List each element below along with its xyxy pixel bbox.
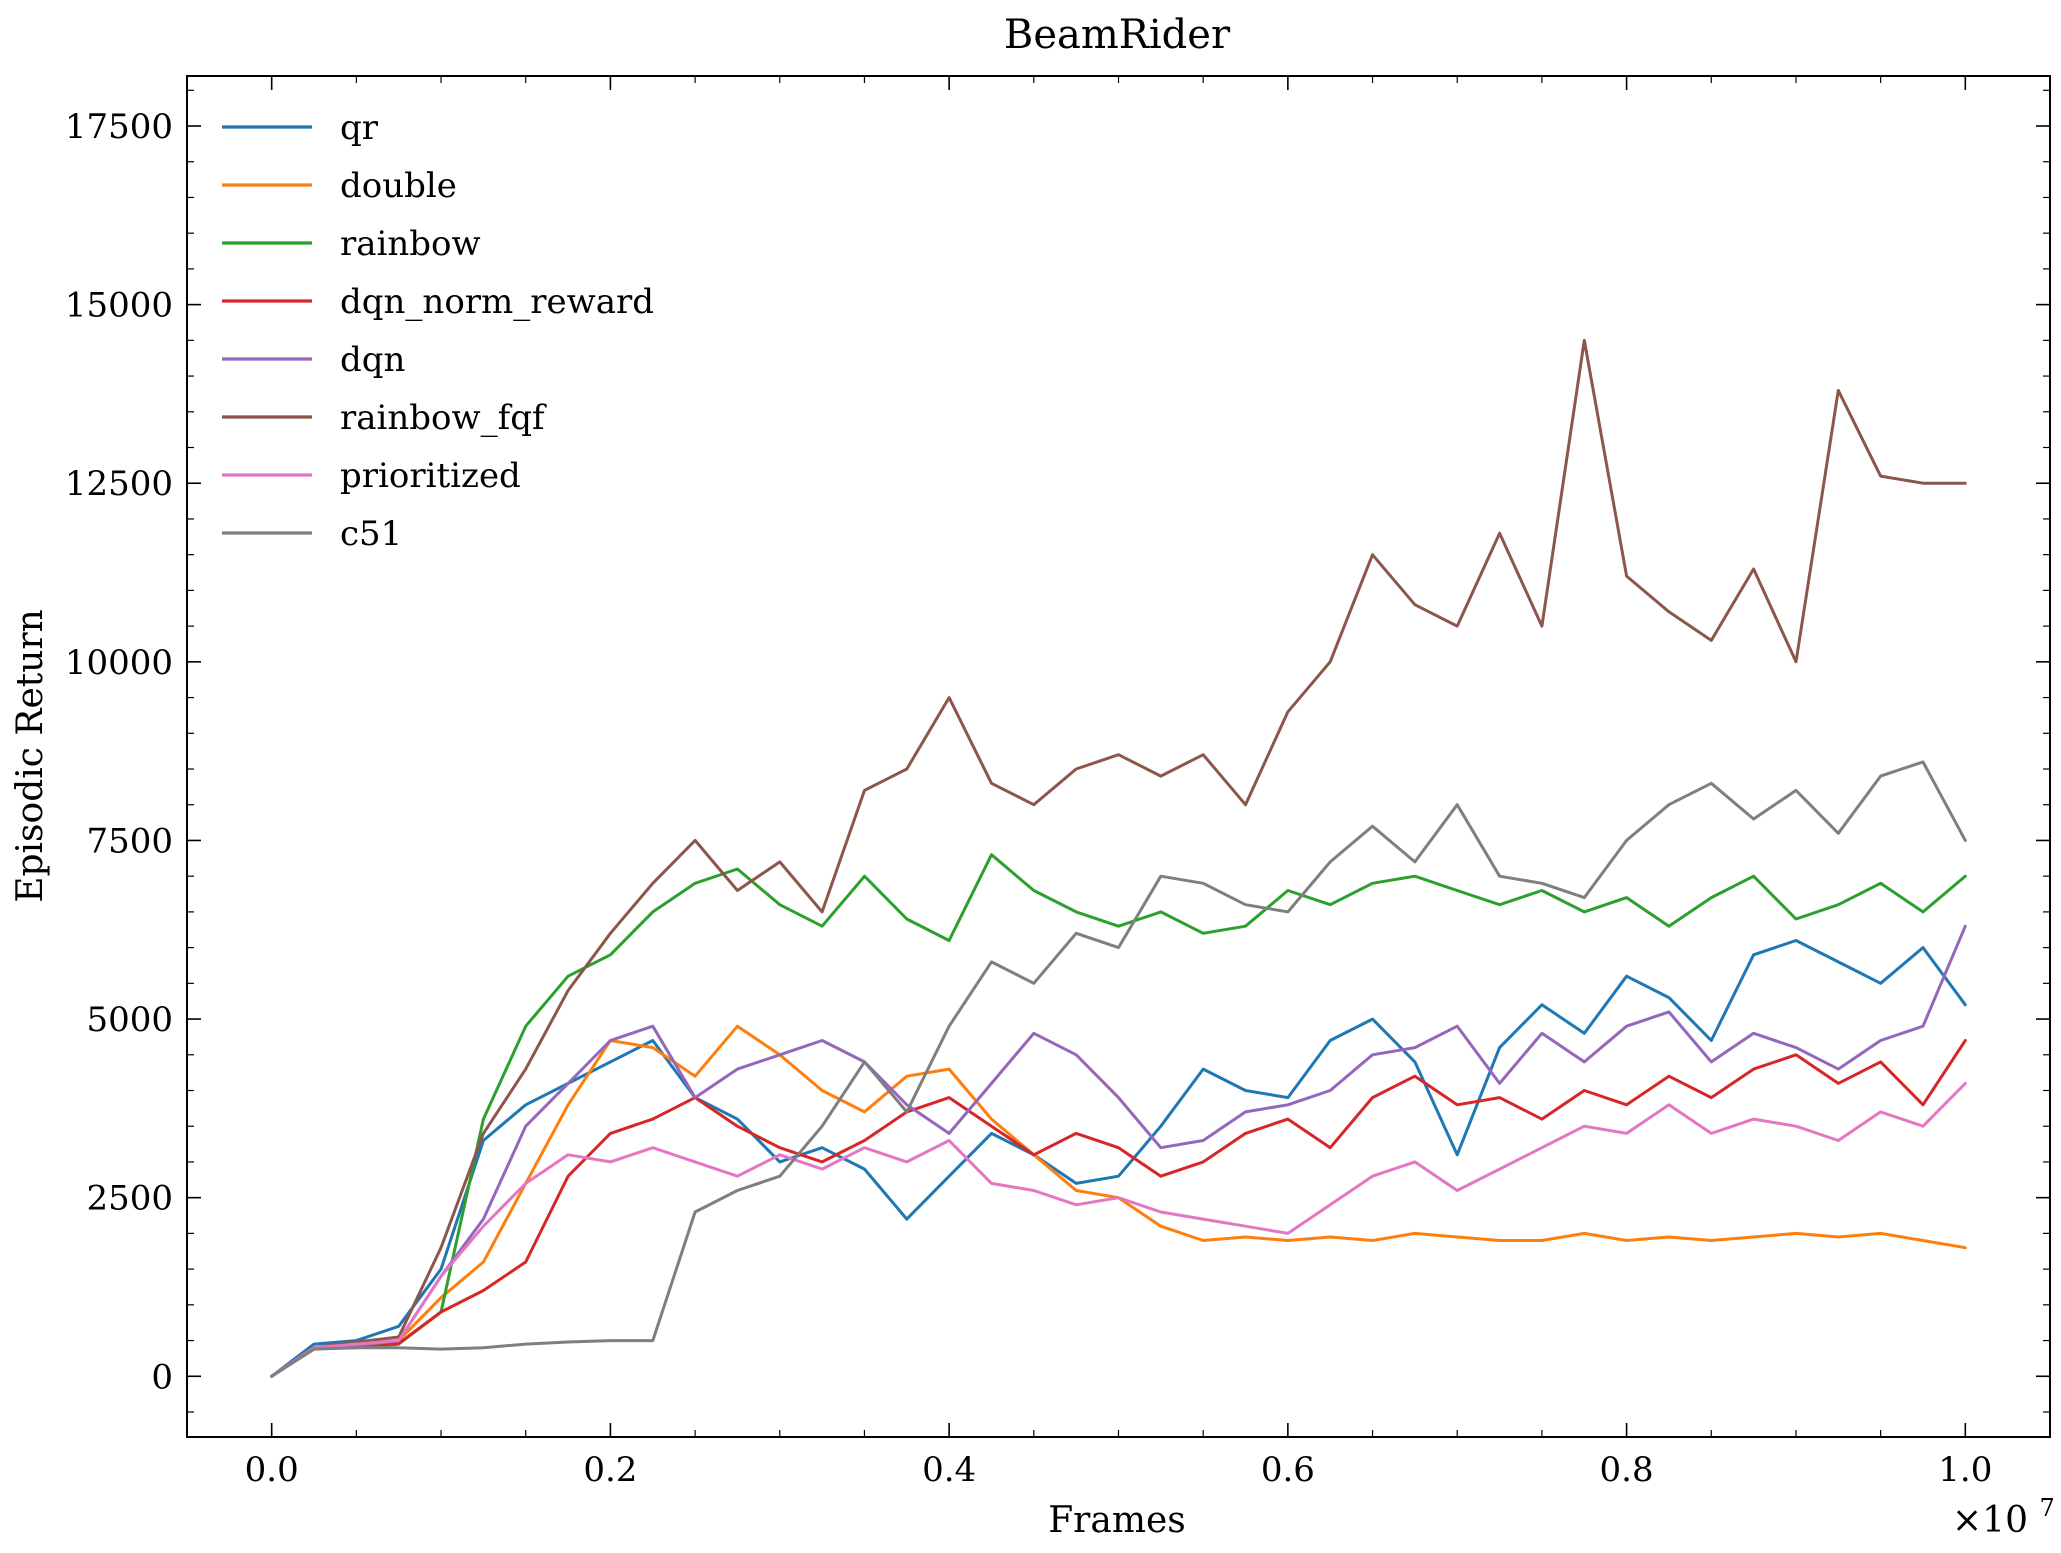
series-line-prioritized [270,1081,1967,1378]
legend-label-prioritized: prioritized [340,456,521,496]
legend-label-c51: c51 [340,514,402,554]
y-tick-label: 12500 [65,464,173,504]
x-axis-label: Frames [1048,1500,1186,1541]
legend-label-dqn: dqn [340,340,405,380]
x-tick-label: 1.0 [1938,1450,1992,1490]
chart-title: BeamRider [1004,12,1231,58]
y-tick-label: 10000 [65,643,173,683]
legend-label-qr: qr [340,108,379,148]
y-tick-label: 5000 [86,1000,173,1040]
series-line-c51 [270,760,1967,1378]
x-offset-exponent: 7 [2039,1494,2054,1522]
x-tick-label: 0.8 [1600,1450,1654,1490]
legend-label-rainbow-fqf: rainbow_fqf [340,398,547,438]
x-tick-label: 0.6 [1261,1450,1315,1490]
x-offset-base: ×10 [1952,1500,2028,1541]
legend-label-double: double [340,166,457,206]
series-layer [270,338,1967,1378]
legend-label-dqn-norm-reward: dqn_norm_reward [340,282,654,322]
series-line-rainbow [270,853,1967,1378]
series-line-rainbow-fqf [270,338,1967,1378]
y-tick-label: 7500 [86,821,173,861]
y-tick-label: 2500 [86,1179,173,1219]
x-tick-label: 0.4 [922,1450,976,1490]
y-tick-label: 17500 [65,107,173,147]
axis-layer: 0.0 0.2 0.4 0.6 0.8 1.0 0 2500 5000 7500 10000 1250… [65,76,2051,1490]
legend-label-rainbow: rainbow [340,224,481,264]
series-line-dqn-norm-reward [270,1039,1967,1378]
x-tick-label: 0.0 [245,1450,299,1490]
series-line-qr [270,939,1967,1378]
y-tick-label: 15000 [65,286,173,326]
x-axis-offset-label: ×10 7 [1952,1494,2055,1541]
y-tick-label: 0 [151,1357,173,1397]
y-axis-label: Episodic Return [10,609,51,903]
series-line-dqn [270,924,1967,1378]
x-tick-label: 0.2 [583,1450,637,1490]
